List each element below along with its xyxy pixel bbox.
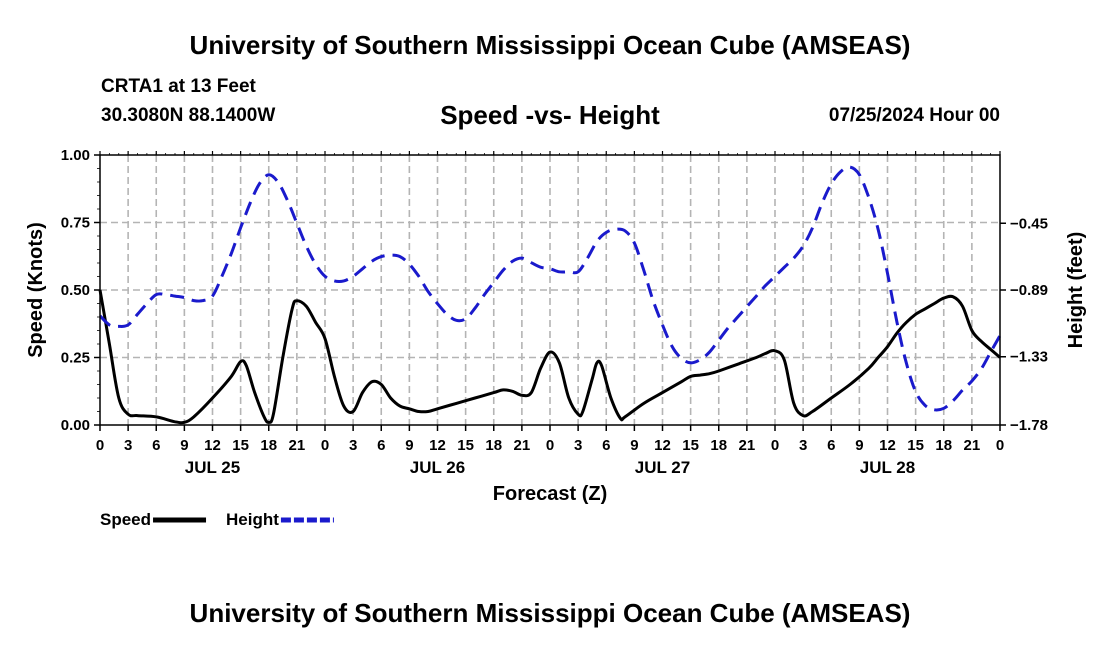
y-left-tick-label: 0.75	[61, 215, 90, 232]
y-left-tick-label: 0.00	[61, 417, 90, 434]
speed-series-line	[98, 289, 1001, 425]
y-right-tick-label: −0.89	[1010, 282, 1048, 299]
y-left-tick-label: 0.50	[61, 282, 90, 299]
chart-title: University of Southern Mississippi Ocean…	[189, 30, 911, 60]
legend-label-height: Height	[226, 510, 279, 529]
x-tick-label: 3	[349, 437, 357, 454]
x-tick-label: 21	[514, 437, 531, 454]
x-tick-label: 15	[232, 437, 249, 454]
x-tick-label: 15	[682, 437, 699, 454]
x-tick-label: 12	[204, 437, 221, 454]
x-tick-label: 9	[180, 437, 188, 454]
x-tick-label: 12	[654, 437, 671, 454]
x-tick-label: 18	[935, 437, 952, 454]
y-right-tick-label: −1.78	[1010, 417, 1048, 434]
x-tick-label: 3	[124, 437, 132, 454]
x-tick-label: 18	[260, 437, 277, 454]
x-axis-label: Forecast (Z)	[493, 483, 607, 505]
y-right-tick-label: −1.33	[1010, 349, 1048, 366]
x-tick-label: 0	[996, 437, 1004, 454]
x-tick-label: 9	[405, 437, 413, 454]
x-tick-label: 12	[429, 437, 446, 454]
y-right-axis-label: Height (feet)	[1065, 232, 1087, 349]
x-tick-label: 0	[546, 437, 554, 454]
x-tick-label: 6	[377, 437, 385, 454]
x-tick-label: 6	[827, 437, 835, 454]
x-tick-label: 0	[771, 437, 779, 454]
y-left-tick-label: 0.25	[61, 350, 90, 367]
x-tick-label: 21	[289, 437, 306, 454]
station-label: CRTA1 at 13 Feet	[101, 76, 256, 97]
plot-frame	[99, 154, 1001, 426]
x-tick-label: 15	[907, 437, 924, 454]
y-left-tick-label: 1.00	[61, 147, 90, 164]
y-left-axis-label: Speed (Knots)	[25, 222, 47, 358]
x-tick-label: 3	[574, 437, 582, 454]
x-tick-label: 9	[630, 437, 638, 454]
x-tick-label: 0	[321, 437, 329, 454]
height-series-line	[98, 165, 1002, 412]
day-label: JUL 27	[635, 458, 690, 477]
x-tick-label: 12	[879, 437, 896, 454]
x-tick-label: 21	[739, 437, 756, 454]
chart-subtitle: Speed -vs- Height	[440, 100, 660, 130]
footer-title: University of Southern Mississippi Ocean…	[189, 598, 911, 628]
y-right-tick-label: −0.45	[1010, 215, 1048, 232]
day-label: JUL 28	[860, 458, 915, 477]
legend-label-speed: Speed	[100, 510, 151, 529]
x-tick-label: 18	[710, 437, 727, 454]
x-tick-label: 18	[485, 437, 502, 454]
day-label: JUL 26	[410, 458, 465, 477]
x-tick-label: 0	[96, 437, 104, 454]
x-tick-label: 3	[799, 437, 807, 454]
station-coordinates: 30.3080N 88.1400W	[101, 105, 276, 126]
x-tick-label: 15	[457, 437, 474, 454]
x-tick-label: 9	[855, 437, 863, 454]
x-tick-label: 21	[964, 437, 981, 454]
day-label: JUL 25	[185, 458, 240, 477]
x-tick-label: 6	[152, 437, 160, 454]
x-tick-label: 6	[602, 437, 610, 454]
forecast-datetime: 07/25/2024 Hour 00	[828, 105, 1000, 126]
